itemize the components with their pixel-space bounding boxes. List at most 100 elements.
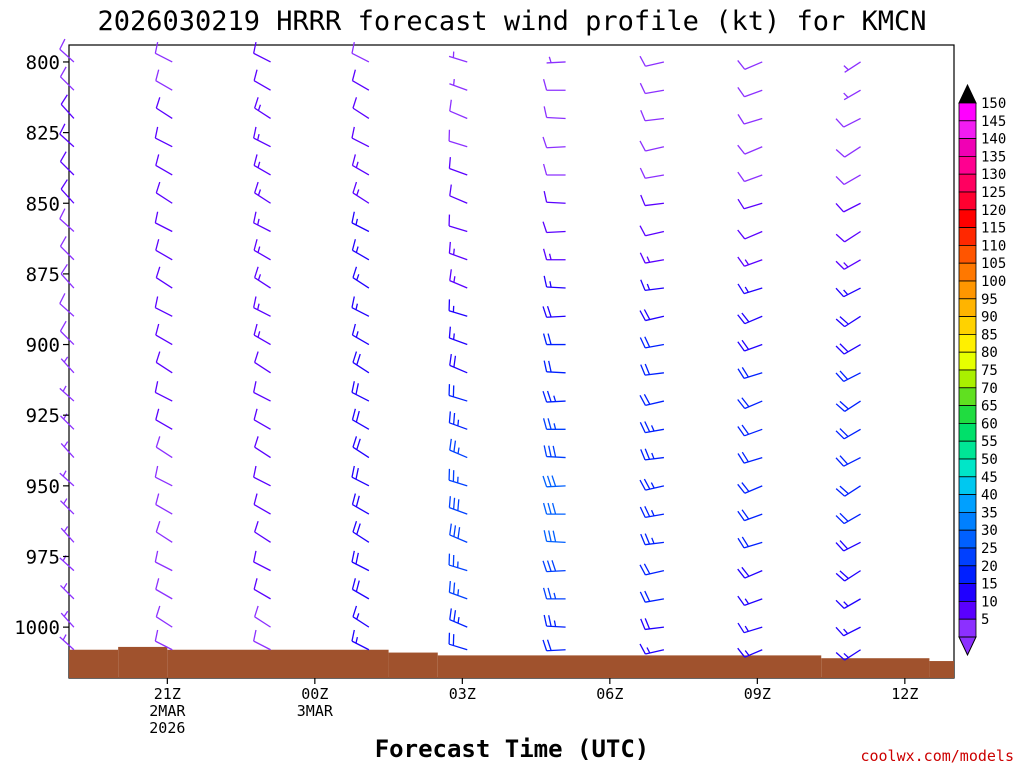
wind-barb-flag bbox=[351, 550, 355, 563]
wind-barb-flag bbox=[449, 184, 452, 196]
wind-barb-shaft bbox=[546, 146, 566, 149]
x-tick-label: 2026 bbox=[149, 719, 185, 737]
colorbar-swatch bbox=[958, 173, 977, 193]
wind-barb-half-flag bbox=[548, 56, 552, 63]
wind-barb-flag bbox=[737, 341, 745, 352]
wind-barb-shaft bbox=[546, 61, 566, 64]
ground-segment bbox=[118, 646, 168, 678]
wind-barb-flag bbox=[448, 580, 451, 593]
wind-barb-half-flag bbox=[63, 413, 68, 420]
wind-barb-shaft bbox=[843, 513, 861, 525]
wind-barb-flag bbox=[155, 239, 160, 251]
wind-barb-shaft bbox=[449, 619, 468, 628]
wind-barb-flag bbox=[253, 239, 258, 251]
ground-segment bbox=[821, 658, 930, 678]
wind-barb-flag bbox=[351, 69, 356, 81]
wind-barb-shaft bbox=[744, 259, 763, 267]
wind-barb-shaft bbox=[843, 372, 861, 383]
wind-barb-flag bbox=[835, 457, 845, 467]
wind-barb-flag bbox=[640, 109, 646, 122]
wind-barb-flag bbox=[155, 323, 160, 336]
wind-barb-flag bbox=[253, 69, 258, 81]
wind-barb-flag bbox=[154, 465, 159, 478]
wind-barb-shaft bbox=[743, 117, 763, 125]
wind-barb-half-flag bbox=[355, 636, 359, 644]
wind-barb-shaft bbox=[59, 48, 75, 63]
wind-barb-flag bbox=[835, 515, 845, 525]
wind-barb-half-flag bbox=[355, 218, 359, 226]
wind-barb-flag bbox=[355, 580, 360, 592]
wind-barb-shaft bbox=[254, 107, 271, 120]
y-tick-label: 925 bbox=[26, 405, 60, 427]
wind-barb-shaft bbox=[449, 449, 468, 459]
wind-barb-flag bbox=[453, 525, 457, 537]
wind-barb-flag bbox=[59, 123, 66, 135]
wind-barb-flag bbox=[352, 97, 358, 109]
wind-barb-shaft bbox=[352, 446, 370, 459]
wind-barb-flag bbox=[253, 493, 258, 505]
wind-barb-half-flag bbox=[651, 452, 655, 460]
wind-barb-flag bbox=[254, 266, 259, 278]
wind-barb-flag bbox=[835, 542, 845, 552]
wind-barb-flag bbox=[737, 568, 746, 579]
y-tick-label: 825 bbox=[26, 123, 60, 145]
wind-barb-flag bbox=[253, 550, 257, 563]
wind-barb-flag bbox=[253, 629, 257, 642]
wind-barb-shaft bbox=[352, 334, 370, 346]
footer-credit[interactable]: coolwx.com/models bbox=[860, 747, 1014, 765]
wind-barb-flag bbox=[356, 438, 361, 450]
wind-barb-flag bbox=[737, 114, 745, 125]
wind-barb-flag bbox=[835, 176, 845, 185]
wind-barb-shaft bbox=[546, 286, 566, 289]
wind-barb-flag bbox=[253, 408, 258, 420]
wind-barb-flag bbox=[640, 194, 646, 206]
wind-barb-shaft bbox=[744, 89, 763, 98]
wind-barb-shaft bbox=[253, 334, 271, 346]
wind-barb-flag bbox=[351, 42, 355, 54]
wind-barb-flag bbox=[155, 181, 161, 194]
y-tick-label: 900 bbox=[26, 335, 60, 357]
wind-barb-flag bbox=[835, 260, 845, 270]
wind-barb-half-flag bbox=[356, 613, 360, 620]
wind-barb-half-flag bbox=[548, 253, 552, 260]
wind-barb-shaft bbox=[253, 588, 271, 600]
wind-barb-flag bbox=[253, 296, 257, 308]
wind-barb-shaft bbox=[843, 89, 861, 101]
wind-barb-flag bbox=[737, 256, 745, 267]
wind-barb-flag bbox=[449, 438, 452, 451]
wind-barb-shaft bbox=[253, 419, 271, 430]
wind-barb-flag bbox=[60, 94, 68, 105]
wind-barb-shaft bbox=[844, 146, 861, 158]
wind-barb-shaft bbox=[253, 391, 271, 402]
colorbar-label: 5 bbox=[981, 612, 989, 628]
wind-barb-half-flag bbox=[257, 218, 260, 226]
wind-barb-shaft bbox=[645, 61, 665, 67]
wind-barb-flag bbox=[254, 181, 259, 194]
wind-barb-shaft bbox=[744, 315, 763, 325]
colorbar-swatch bbox=[958, 565, 977, 584]
wind-barb-flag bbox=[448, 241, 451, 254]
wind-barb-shaft bbox=[155, 277, 173, 289]
wind-barb-flag bbox=[253, 211, 257, 224]
wind-barb-flag bbox=[155, 97, 161, 109]
wind-barb-shaft bbox=[352, 361, 370, 374]
colorbar-swatch bbox=[958, 458, 977, 478]
wind-barb-flag bbox=[737, 229, 746, 240]
wind-barb-flag bbox=[351, 381, 355, 393]
wind-barb-half-flag bbox=[651, 537, 655, 544]
wind-barb-shaft bbox=[448, 564, 468, 572]
wind-barb-half-flag bbox=[744, 650, 750, 656]
wind-barb-flag bbox=[839, 540, 849, 550]
colorbar-bottom-arrow bbox=[958, 636, 977, 657]
wind-barb-shaft bbox=[744, 598, 763, 606]
wind-barb-flag bbox=[543, 614, 548, 627]
wind-barb-shaft bbox=[546, 400, 566, 403]
ground-segment bbox=[929, 661, 954, 678]
colorbar-label: 115 bbox=[981, 221, 1006, 237]
colorbar-swatch bbox=[958, 583, 977, 602]
x-tick-label: 21Z bbox=[154, 685, 181, 703]
y-tick-label: 1000 bbox=[14, 617, 60, 639]
wind-barb-flag bbox=[154, 296, 159, 308]
wind-barb-shaft bbox=[843, 287, 861, 298]
